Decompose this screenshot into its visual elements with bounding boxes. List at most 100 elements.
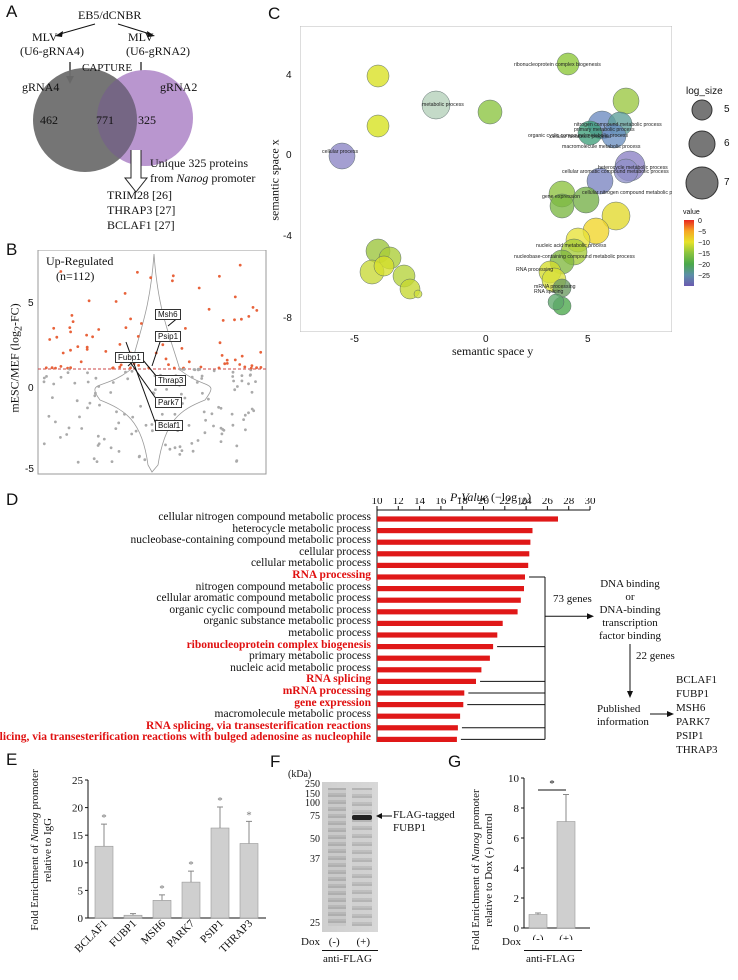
go-term-label: mRNA processing (282, 685, 371, 697)
size-legend-5 (691, 99, 713, 121)
go-term-label: metabolic process (288, 627, 371, 639)
panel-d-axis-title: P-Value (−log10) (450, 490, 531, 507)
upregulated-point (124, 326, 128, 329)
go-term-label: RNA splicing, via transesterification re… (0, 731, 371, 744)
gene-point (88, 401, 92, 405)
x-tick-label: 16 (435, 498, 447, 507)
significance-marker: * (549, 778, 555, 790)
go-term-label: cellular nitrogen compound metabolic pro… (158, 511, 371, 523)
bubble-label: macromolecule metabolic process (562, 144, 641, 150)
gene-point (249, 373, 252, 377)
arrow-right-icon (667, 711, 674, 717)
gene-point (51, 396, 54, 399)
category-label: MSH6 (139, 917, 169, 947)
xtick: 5 (585, 334, 591, 345)
ylabel-pre: mESC/MEF (log (7, 330, 22, 413)
y-tick-label: 5 (78, 885, 84, 897)
upregulated-point (217, 366, 221, 370)
upregulated-point (240, 354, 244, 358)
enrichment-bar (181, 881, 201, 919)
enrichment-bar (123, 914, 143, 919)
upregulated-point (233, 358, 237, 362)
dna-binding-line: or (625, 591, 635, 603)
upregulated-point (240, 317, 243, 321)
plot-frame (37, 250, 267, 475)
go-term-bar (377, 632, 498, 638)
gene-point (114, 427, 118, 430)
upregulated-point (137, 364, 140, 367)
ytick: -8 (283, 313, 292, 324)
final-gene: PARK7 (676, 716, 710, 728)
ylabel-post: promoter (470, 789, 482, 833)
enrichment-bar (94, 845, 114, 919)
gene-point (232, 379, 236, 383)
bubble-label: RNA splicing (534, 289, 564, 295)
gene-point (86, 380, 90, 384)
go-term-label: cellular metabolic process (250, 557, 371, 570)
gene-point (42, 442, 46, 446)
published-line: information (597, 716, 649, 728)
gene-point (240, 374, 244, 377)
ytick: 4 (286, 70, 292, 81)
gene-point (45, 375, 48, 378)
go-term-bubble (601, 201, 631, 231)
gene-point (231, 375, 235, 378)
dna-binding-line: DNA-binding (599, 604, 661, 616)
dox-label-g: Dox (502, 936, 521, 948)
panel-b-ylabel: mESC/MEF (log2-FC) (7, 283, 24, 433)
gene-point (66, 371, 70, 374)
gene-point (200, 377, 204, 380)
panel-label-c: C (268, 4, 281, 23)
go-term-label: RNA splicing (306, 673, 371, 686)
go-term-bubble (556, 52, 580, 76)
gene-point (78, 415, 81, 419)
go-term-label: RNA processing (292, 569, 371, 581)
final-gene: MSH6 (676, 702, 706, 714)
upregulated-point (251, 306, 255, 309)
gene-point (231, 370, 235, 374)
gene-point (150, 423, 154, 426)
y-tick-label: 10 (508, 773, 520, 785)
error-bar (101, 823, 107, 847)
go-term-bar (377, 574, 525, 580)
go-term-bar (377, 597, 521, 603)
go-term-label: organic substance metabolic process (203, 615, 371, 628)
upregulated-point (221, 319, 225, 322)
gene-point (191, 449, 195, 453)
grna4-label: gRNA4 (22, 80, 60, 94)
gene-point (144, 423, 148, 427)
dox-label-f: Dox (-) (+) (301, 936, 370, 948)
marker-label: 25 (310, 918, 320, 929)
go-term-label: nitrogen compound metabolic process (195, 580, 371, 593)
mlv-left-label: MLV (32, 30, 58, 44)
marker-label: 150 (305, 788, 320, 800)
panel-g-bar-chart: 0 2 4 6 8 10 (-) (+) * (508, 773, 590, 940)
gene-point (252, 409, 256, 413)
y-tick-label: 6 (514, 833, 520, 845)
mlv-left: MLV (U6-gRNA4) (20, 30, 84, 58)
gene-point (173, 446, 177, 450)
gene-point (73, 381, 77, 385)
ylabel-pre: Fold Enrichment of (470, 861, 482, 951)
gene-point (160, 412, 164, 416)
gene-point (94, 391, 97, 395)
upregulated-point (249, 366, 253, 370)
gene-point (42, 380, 46, 384)
upregulated-point (50, 366, 54, 370)
gene-point (207, 397, 210, 401)
upregulated-point (225, 362, 229, 365)
x-tick-label: 28 (563, 498, 575, 507)
gene-point (75, 399, 79, 403)
unique-line-1: Unique 325 proteins (150, 156, 248, 170)
gene-point (247, 411, 250, 415)
ylabel-line-1: Fold Enrichment of Nanog promoter (470, 789, 483, 950)
source-label: EB5/dCNBR (78, 8, 142, 22)
marker-label: 250 (305, 779, 320, 790)
arrow-down-icon (627, 691, 633, 698)
gene-point (151, 429, 154, 433)
upregulated-point (129, 317, 132, 321)
ytick: -5 (25, 464, 34, 475)
upregulated-point (259, 350, 263, 354)
gene-point (219, 406, 223, 410)
